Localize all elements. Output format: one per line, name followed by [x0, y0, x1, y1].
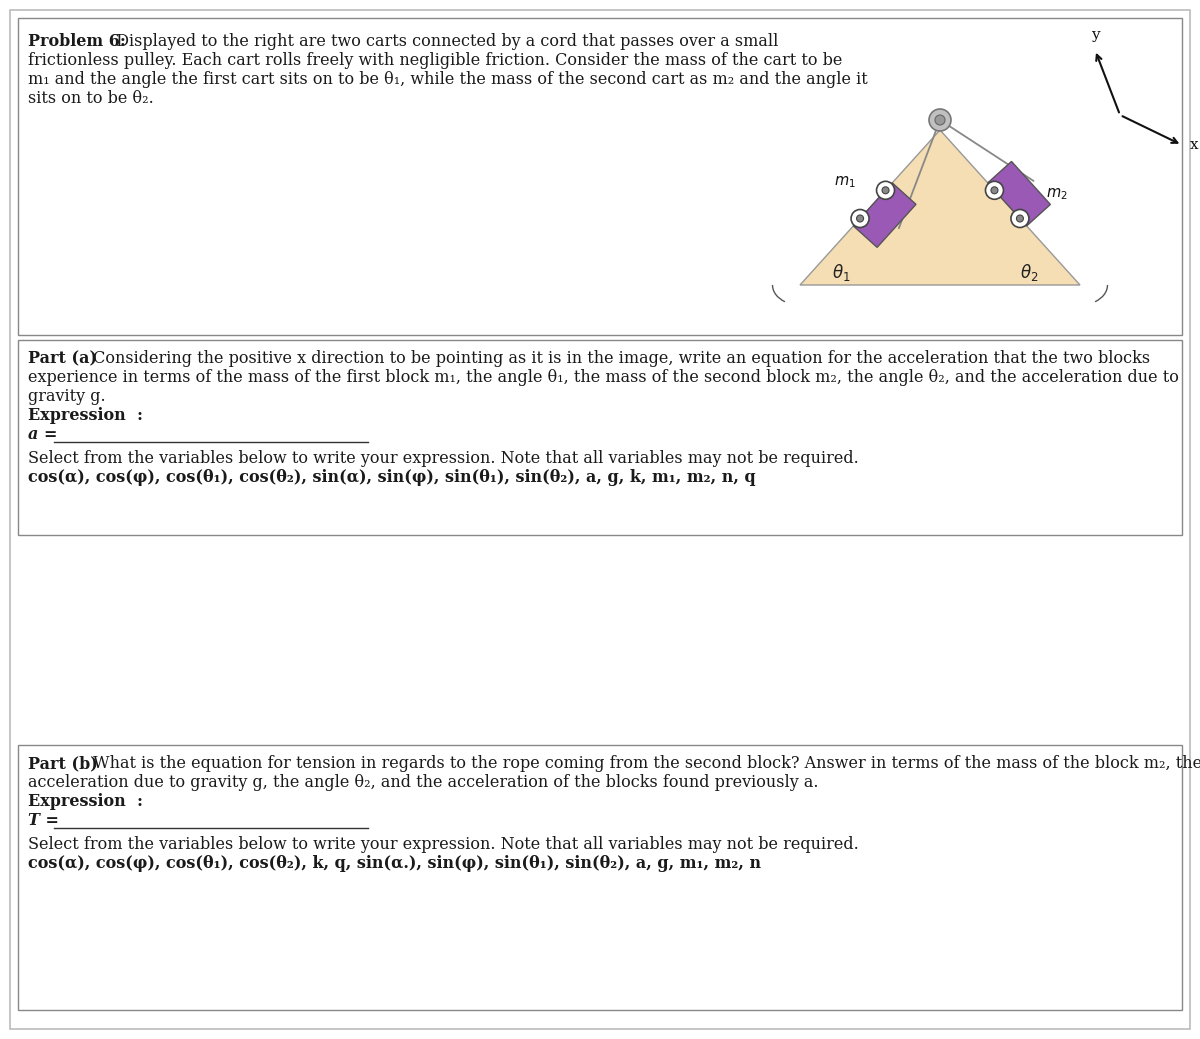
Text: m₁ and the angle the first cart sits on to be θ₁, while the mass of the second c: m₁ and the angle the first cart sits on … [28, 71, 868, 88]
Circle shape [876, 181, 894, 199]
Text: y: y [1091, 28, 1099, 42]
Text: experience in terms of the mass of the first block m₁, the angle θ₁, the mass of: experience in terms of the mass of the f… [28, 369, 1178, 387]
Circle shape [1010, 210, 1028, 228]
Text: acceleration due to gravity g, the angle θ₂, and the acceleration of the blocks : acceleration due to gravity g, the angle… [28, 774, 818, 791]
Polygon shape [800, 130, 1080, 285]
Text: Considering the positive x direction to be pointing as it is in the image, write: Considering the positive x direction to … [88, 350, 1150, 367]
Circle shape [991, 187, 998, 194]
Text: Expression  :: Expression : [28, 793, 143, 810]
Text: $m_1$: $m_1$ [834, 175, 856, 190]
Text: x: x [1190, 138, 1199, 152]
Text: $m_2$: $m_2$ [1046, 187, 1068, 203]
Text: cos(α), cos(φ), cos(θ₁), cos(θ₂), sin(α), sin(φ), sin(θ₁), sin(θ₂), a, g, k, m₁,: cos(α), cos(φ), cos(θ₁), cos(θ₂), sin(α)… [28, 469, 756, 486]
Circle shape [857, 215, 864, 222]
Text: a =: a = [28, 426, 64, 443]
Text: Displayed to the right are two carts connected by a cord that passes over a smal: Displayed to the right are two carts con… [106, 33, 779, 50]
Polygon shape [853, 183, 916, 247]
Circle shape [851, 210, 869, 228]
Text: gravity g.: gravity g. [28, 388, 106, 405]
Bar [18, 18, 1182, 335]
Bar [18, 745, 1182, 1010]
Circle shape [935, 115, 946, 125]
Text: cos(α), cos(φ), cos(θ₁), cos(θ₂), k, q, sin(α.), sin(φ), sin(θ₁), sin(θ₂), a, g,: cos(α), cos(φ), cos(θ₁), cos(θ₂), k, q, … [28, 855, 761, 872]
Text: Problem 6:: Problem 6: [28, 33, 126, 50]
Text: Select from the variables below to write your expression. Note that all variable: Select from the variables below to write… [28, 836, 859, 853]
Circle shape [929, 109, 952, 131]
Text: Part (b): Part (b) [28, 755, 97, 772]
Text: Select from the variables below to write your expression. Note that all variable: Select from the variables below to write… [28, 450, 859, 467]
Text: $\theta_1$: $\theta_1$ [832, 262, 851, 283]
Text: Part (a): Part (a) [28, 350, 97, 367]
Circle shape [1016, 215, 1024, 222]
Circle shape [985, 181, 1003, 199]
Bar [18, 340, 1182, 535]
Text: T =: T = [28, 812, 65, 829]
Text: frictionless pulley. Each cart rolls freely with negligible friction. Consider t: frictionless pulley. Each cart rolls fre… [28, 52, 842, 69]
Circle shape [882, 187, 889, 194]
Polygon shape [988, 161, 1050, 225]
Text: sits on to be θ₂.: sits on to be θ₂. [28, 90, 154, 107]
Text: Expression  :: Expression : [28, 407, 143, 424]
Text: $\theta_2$: $\theta_2$ [1020, 262, 1038, 283]
Text: What is the equation for tension in regards to the rope coming from the second b: What is the equation for tension in rega… [88, 755, 1200, 772]
